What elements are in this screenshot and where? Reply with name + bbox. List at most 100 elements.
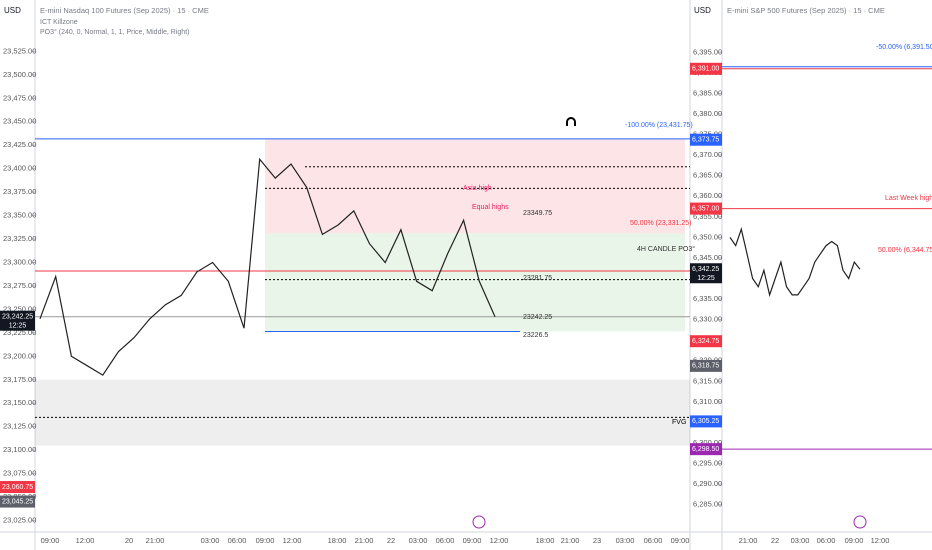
- y-tick-label: 6,355.00: [693, 212, 722, 221]
- y-tick-label: 6,350.00: [693, 232, 722, 241]
- countdown: 12:25: [9, 323, 27, 330]
- y-tick-label: 23,325.00: [3, 234, 36, 243]
- x-tick-label: 06:00: [644, 536, 663, 545]
- magnet-icon: [566, 117, 576, 126]
- x-tick-label: 21:00: [355, 536, 374, 545]
- x-tick-label: 06:00: [228, 536, 247, 545]
- annotation: 50.00% (6,344.75): [878, 247, 932, 254]
- chart-title: E-mini Nasdaq 100 Futures (Sep 2025) · 1…: [40, 6, 209, 15]
- price-badge: [690, 359, 722, 372]
- y-tick-label: 23,100.00: [3, 445, 36, 454]
- x-tick-label: 22: [387, 536, 395, 545]
- y-tick-label: 23,500.00: [3, 70, 36, 79]
- y-tick-label: 6,285.00: [693, 500, 722, 509]
- x-tick-label: 18:00: [328, 536, 347, 545]
- x-tick-label: 03:00: [201, 536, 220, 545]
- y-tick-label: 6,360.00: [693, 191, 722, 200]
- x-tick-label: 12:00: [490, 536, 509, 545]
- countdown: 12:25: [697, 275, 715, 282]
- y-tick-label: 23,300.00: [3, 257, 36, 266]
- annotation: Asia high: [463, 185, 492, 192]
- x-tick-label: 21:00: [739, 536, 758, 545]
- annotation: 50.00% (23,331.25): [630, 220, 692, 227]
- y-tick-label: 23,200.00: [3, 351, 36, 360]
- y-tick-label: 23,150.00: [3, 398, 36, 407]
- y-tick-label: 6,385.00: [693, 88, 722, 97]
- y-tick-label: 23,450.00: [3, 117, 36, 126]
- price-badge-label: 6,391.00: [692, 66, 719, 73]
- price-badge-label: 6,357.00: [692, 205, 719, 212]
- y-tick-label: 6,310.00: [693, 397, 722, 406]
- price-badge-label: 6,373.75: [692, 137, 719, 144]
- x-tick-label: 09:00: [845, 536, 864, 545]
- x-tick-label: 12:00: [283, 536, 302, 545]
- zone: [265, 233, 685, 332]
- y-tick-label: 6,380.00: [693, 109, 722, 118]
- indicator-label: PO3° (240, 0, Normal, 1, 1, Price, Middl…: [40, 28, 189, 36]
- y-tick-label: 6,365.00: [693, 171, 722, 180]
- x-tick-label: 23: [593, 536, 601, 545]
- indicator-label: ICT Killzone: [40, 19, 78, 26]
- replay-icon: [472, 515, 867, 529]
- y-tick-label: 23,125.00: [3, 422, 36, 431]
- y-tick-label: 23,075.00: [3, 469, 36, 478]
- zone: [35, 379, 690, 446]
- x-tick-label: 22: [771, 536, 779, 545]
- price-badge: [690, 443, 722, 456]
- y-tick-label: 23,525.00: [3, 46, 36, 55]
- price-badge-label: 6,324.75: [692, 338, 719, 345]
- y-tick-label: 23,375.00: [3, 187, 36, 196]
- annotation: -100.00% (23,431.75): [625, 122, 693, 129]
- y-tick-label: 6,345.00: [693, 253, 722, 262]
- annotation: FVG: [672, 419, 686, 426]
- price-badge-label: 6,298.50: [692, 446, 719, 453]
- y-tick-label: 6,315.00: [693, 376, 722, 385]
- y-tick-label: 23,425.00: [3, 140, 36, 149]
- price-badge: [0, 481, 35, 494]
- chart-title: E-mini S&P 500 Futures (Sep 2025) · 15 ·…: [727, 6, 885, 15]
- annotation: 4H CANDLE PO3°: [637, 245, 695, 253]
- annotation: 23242.25: [523, 314, 552, 321]
- y-tick-label: 6,295.00: [693, 459, 722, 468]
- zone: [265, 138, 685, 234]
- price-badge: [690, 263, 722, 284]
- x-tick-label: 20: [125, 536, 133, 545]
- price-badge: [690, 133, 722, 146]
- y-tick-label: 23,250.00: [3, 304, 36, 313]
- y-tick-label: 6,395.00: [693, 47, 722, 56]
- price-badge: [690, 415, 722, 428]
- x-tick-label: 06:00: [817, 536, 836, 545]
- y-tick-label: 23,275.00: [3, 281, 36, 290]
- currency: USD: [694, 6, 711, 15]
- x-tick-label: 03:00: [616, 536, 635, 545]
- y-tick-label: 6,290.00: [693, 479, 722, 488]
- price-badge-label: 6,318.75: [692, 363, 719, 370]
- x-tick-label: 21:00: [561, 536, 580, 545]
- y-tick-label: 6,330.00: [693, 315, 722, 324]
- x-tick-label: 03:00: [791, 536, 810, 545]
- x-tick-label: 03:00: [409, 536, 428, 545]
- y-tick-label: 23,475.00: [3, 93, 36, 102]
- price-badge-label: 6,342.25: [692, 266, 719, 273]
- x-tick-label: 09:00: [41, 536, 60, 545]
- price-badge-label: 23,060.75: [2, 484, 33, 491]
- x-tick-label: 12:00: [871, 536, 890, 545]
- price-badge-label: 23,045.25: [2, 498, 33, 505]
- x-tick-label: 09:00: [671, 536, 690, 545]
- x-tick-label: 09:00: [256, 536, 275, 545]
- annotation: 23281.75: [523, 275, 552, 282]
- x-tick-label: 06:00: [436, 536, 455, 545]
- price-badge-label: 23,242.25: [2, 314, 33, 321]
- price-badge: [690, 202, 722, 215]
- annotation: Equal highs: [472, 204, 509, 211]
- price-line: [39, 157, 496, 376]
- y-tick-label: 23,175.00: [3, 375, 36, 384]
- x-tick-label: 12:00: [76, 536, 95, 545]
- annotation: 23349.75: [523, 210, 552, 217]
- price-badge: [690, 335, 722, 348]
- annotation: 23226.5: [523, 332, 548, 339]
- price-badge: [0, 310, 35, 331]
- y-tick-label: 6,370.00: [693, 150, 722, 159]
